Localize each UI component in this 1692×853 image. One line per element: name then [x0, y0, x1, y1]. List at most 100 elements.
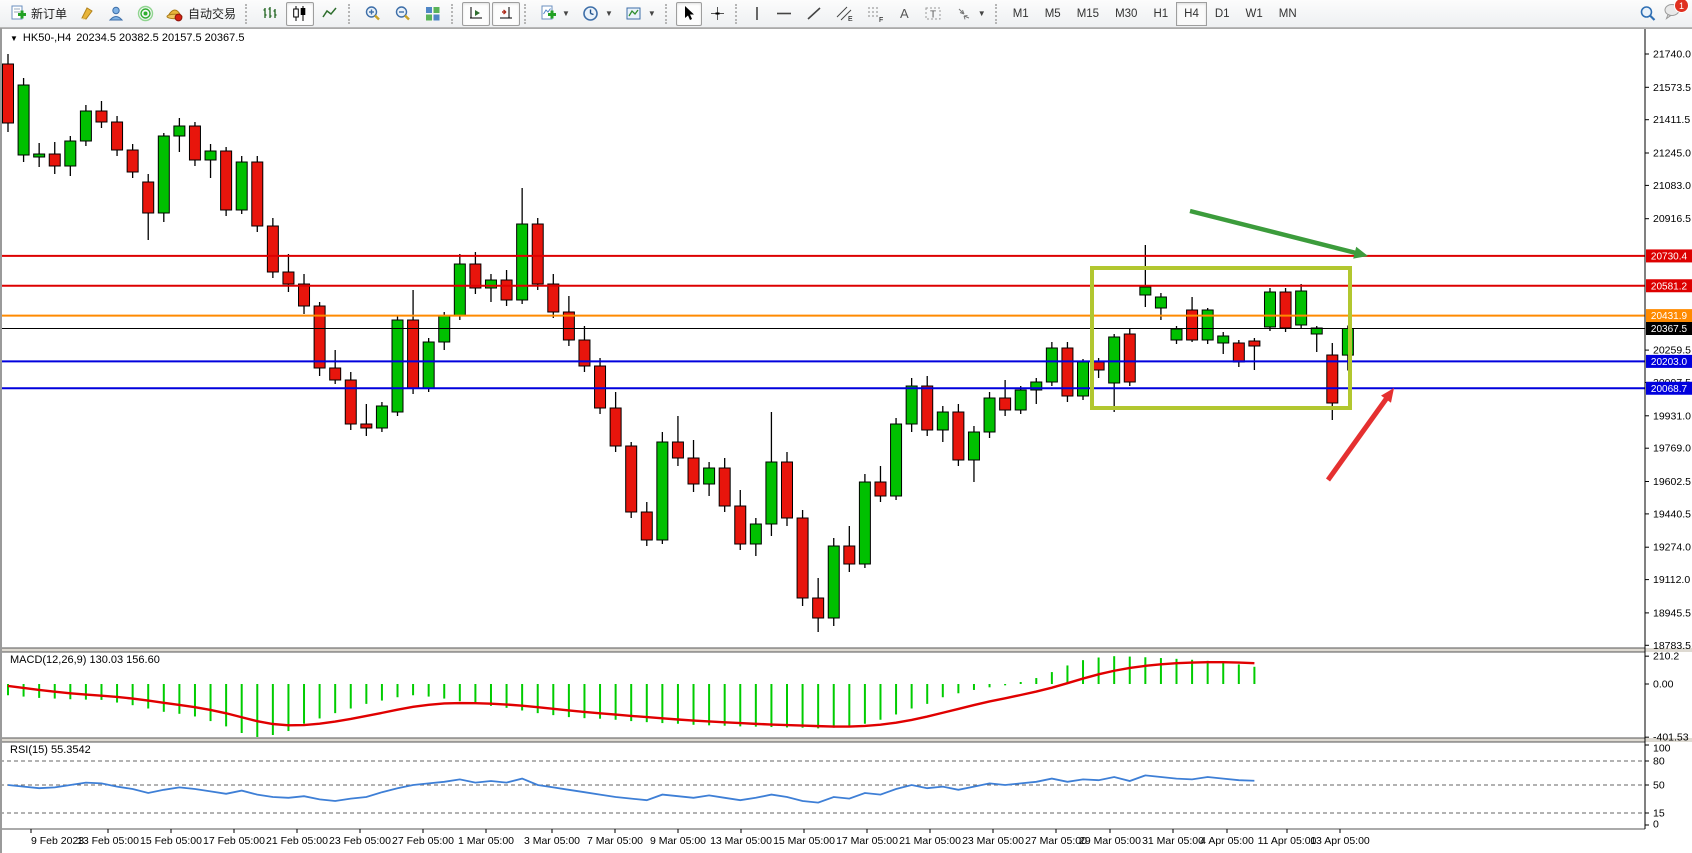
chart-window[interactable]: ▼ HK50-,H4 20234.5 20382.5 20157.5 20367… [0, 28, 1692, 853]
brush-icon [79, 5, 96, 22]
candle [890, 418, 903, 500]
timeframe-m5-button[interactable]: M5 [1044, 7, 1061, 20]
dropdown-arrow-icon: ▼ [647, 9, 656, 18]
template-icon [625, 5, 643, 22]
toolbar-gripper [994, 3, 1002, 24]
candle [858, 474, 871, 568]
timeframe-h1-button[interactable]: H1 [1153, 7, 1169, 20]
cursor-button[interactable] [675, 1, 702, 26]
time-tick-label: 23 Mar 05:00 [962, 835, 1024, 847]
candle [1232, 340, 1245, 367]
rsi-axis-label: 15 [1653, 808, 1665, 820]
crosshair-button[interactable] [704, 2, 731, 26]
templates-button[interactable]: ▼ [620, 2, 661, 26]
rsi-axis-label: 50 [1653, 780, 1665, 792]
new-order-button[interactable]: 新订单 [5, 2, 72, 26]
symbol-dropdown-icon[interactable]: ▼ [10, 33, 18, 43]
tile-windows-button[interactable] [419, 2, 447, 26]
timeframe-w1-button[interactable]: W1 [1245, 7, 1263, 20]
timeframe-mn-button[interactable]: MN [1278, 7, 1297, 20]
candles-layer [2, 54, 1354, 632]
candle [905, 378, 918, 432]
fibo-glyph: F [879, 17, 883, 23]
zoom-out-button[interactable] [389, 2, 417, 26]
search-button[interactable] [1634, 2, 1662, 26]
trendline-button[interactable] [800, 2, 828, 26]
timeframe-toolbar: M1 M5 M15 M30 H1 H4 D1 W1 MN [1005, 0, 1305, 28]
time-tick-label: 7 Mar 05:00 [587, 835, 643, 847]
periods-button[interactable]: ▼ [577, 2, 618, 26]
rsi-axis-label: 100 [1653, 743, 1671, 755]
price-chart-canvas[interactable]: 21740.0 21573.5 21411.5 21245.0 21083.0 20916… [0, 28, 1692, 853]
rsi-axis-label: 80 [1653, 756, 1665, 768]
time-tick-label: 27 Feb 05:00 [392, 835, 454, 847]
candle [142, 174, 155, 240]
price-badge: 20068.7 [1646, 381, 1692, 395]
vertical-line-button[interactable] [746, 2, 768, 26]
candle [95, 101, 108, 128]
chart-shift-icon [497, 5, 515, 22]
candle [796, 510, 809, 606]
fibonacci-icon: F [866, 5, 885, 24]
time-tick-label: 17 Feb 05:00 [203, 835, 265, 847]
timeframe-m15-button[interactable]: M15 [1076, 7, 1100, 20]
candlestick-chart-button[interactable] [286, 1, 315, 26]
red-up-arrow-annotation[interactable] [1325, 388, 1394, 482]
profile-icon [108, 5, 125, 22]
vertical-line-icon [751, 5, 763, 22]
price-tick-label: 18945.5 [1653, 607, 1691, 619]
candle [251, 156, 264, 232]
zoom-in-button[interactable] [359, 2, 387, 26]
price-tick-label: 21740.0 [1653, 49, 1691, 61]
bar-chart-button[interactable] [256, 2, 284, 26]
timeframe-d1-button[interactable]: D1 [1214, 7, 1230, 20]
auto-scroll-button[interactable] [462, 1, 491, 26]
candle [656, 432, 669, 544]
consolidation-box-annotation[interactable] [1090, 266, 1352, 410]
macd-pane-splitter[interactable] [0, 648, 1692, 652]
chart-title: ▼ HK50-,H4 20234.5 20382.5 20157.5 20367… [10, 32, 244, 44]
timeframe-m1-button[interactable]: M1 [1012, 7, 1029, 20]
signals-button[interactable] [132, 2, 159, 26]
time-tick-label: 21 Mar 05:00 [899, 835, 961, 847]
styles-button[interactable] [74, 2, 101, 26]
chart-shift-button[interactable] [492, 1, 521, 26]
candle [407, 290, 420, 394]
new-order-icon [10, 5, 27, 22]
indicators-button[interactable]: ▼ [535, 2, 575, 26]
green-down-arrow-annotation[interactable] [1189, 208, 1368, 259]
price-tick-label: 18783.5 [1653, 640, 1691, 652]
channel-button[interactable]: E [830, 2, 859, 26]
macd-indicator-label: MACD(12,26,9) 130.03 156.60 [10, 654, 160, 666]
community-button[interactable] [103, 2, 130, 26]
price-tick-label: 20916.5 [1653, 213, 1691, 225]
candle [1248, 338, 1261, 370]
chat-button[interactable]: 1 [1663, 0, 1689, 25]
text-button[interactable]: A [892, 2, 917, 26]
auto-trading-button[interactable]: 自动交易 [161, 2, 241, 26]
candle [453, 254, 466, 320]
rsi-pane-splitter[interactable] [0, 738, 1692, 742]
bar-chart-icon [261, 5, 279, 22]
candle [749, 518, 762, 556]
candle [220, 147, 233, 216]
horizontal-line-button[interactable] [770, 2, 798, 26]
time-tick-label: 4 Apr 05:00 [1200, 835, 1254, 847]
candle [671, 416, 684, 466]
horizontal-lines-layer [0, 254, 1645, 390]
candle [391, 316, 404, 416]
candle [1310, 326, 1323, 352]
timeframe-m30-button[interactable]: M30 [1115, 7, 1138, 20]
shapes-button[interactable]: ▼ [950, 2, 991, 26]
fibonacci-button[interactable]: F [861, 2, 890, 26]
line-chart-button[interactable] [316, 2, 344, 26]
candle [952, 404, 965, 466]
label-button[interactable]: T [919, 2, 948, 26]
macd-axis-label: 210.2 [1653, 651, 1679, 663]
toolbar-gripper [734, 3, 742, 24]
timeframe-h4-button[interactable]: H4 [1176, 1, 1207, 26]
toolbar-gripper [664, 3, 672, 24]
price-tick-label: 21411.5 [1653, 114, 1690, 126]
price-tick-label: 21083.0 [1653, 180, 1691, 192]
